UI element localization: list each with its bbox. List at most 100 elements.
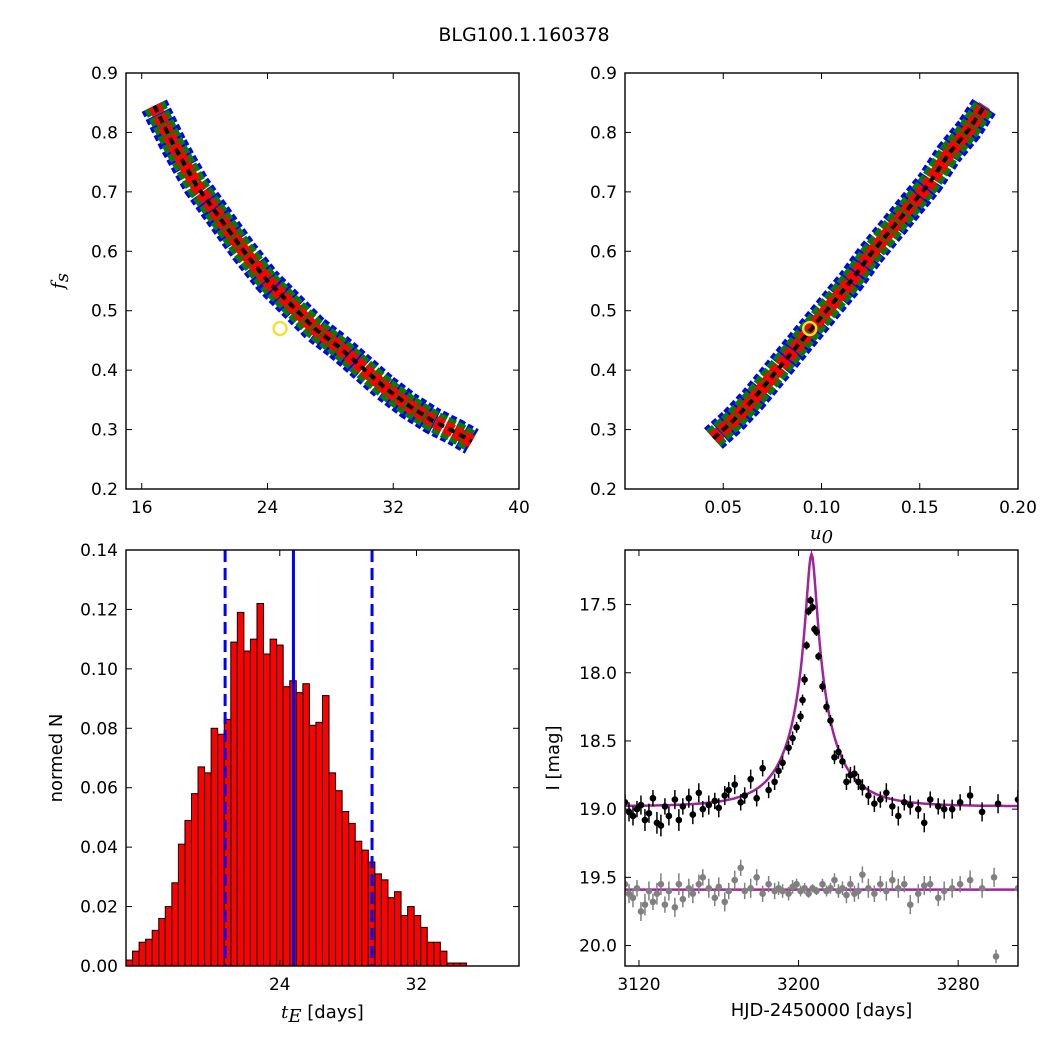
y-tick-label: 0.9 [590, 64, 617, 84]
histogram-bar [308, 724, 317, 966]
residual-point [793, 880, 800, 888]
axes-frame [624, 549, 1019, 967]
x-tick-label: 32 [382, 498, 404, 518]
histogram-bar [145, 938, 153, 966]
data-point [815, 653, 822, 660]
histogram [126, 550, 468, 966]
residual-point [926, 880, 934, 888]
data-point [865, 792, 872, 799]
residual-point [641, 901, 649, 908]
histogram-bar [282, 686, 291, 966]
residual-point [940, 887, 948, 895]
data-point [920, 819, 928, 827]
histogram-bar [190, 793, 199, 966]
residual-point [871, 890, 878, 898]
data-point [665, 812, 673, 820]
residual-point [695, 880, 703, 888]
y-tick-label: 0.5 [91, 302, 118, 322]
residual-point [671, 904, 679, 911]
residual-point [920, 882, 928, 889]
residual-point [765, 880, 772, 888]
y-tick-label: 0.00 [80, 957, 118, 977]
residual-point [934, 894, 942, 902]
residual-point [711, 894, 719, 902]
data-point [715, 804, 723, 812]
residual-point [906, 901, 914, 908]
data-point [771, 778, 778, 786]
residual-point [653, 890, 661, 898]
residual-point [843, 891, 850, 899]
x-tick-label: 40 [508, 498, 530, 518]
y-tick-label: 0.6 [91, 242, 118, 262]
data-point [978, 808, 986, 816]
data-point [940, 805, 948, 813]
residual-point [827, 884, 834, 892]
black-region [152, 104, 473, 444]
data-point [934, 803, 942, 810]
histogram-bar [243, 650, 251, 966]
x-tick-label: 0.10 [803, 498, 841, 518]
y-tick-label: 0.04 [80, 838, 118, 858]
data-point [966, 792, 974, 799]
residual-point [855, 887, 862, 895]
data-point [657, 822, 665, 829]
data-point [695, 789, 703, 797]
y-tick-label: 0.2 [91, 480, 118, 500]
histogram-bar [321, 695, 330, 966]
y-tick-label: 0.10 [80, 660, 118, 680]
data-point [956, 799, 964, 806]
residual-point [753, 874, 760, 881]
residual-point [978, 884, 986, 892]
data-point [711, 797, 719, 805]
density-map-fs-vs-te [141, 99, 479, 454]
histogram-bar [394, 891, 402, 966]
data-point [789, 734, 796, 742]
data-point [705, 801, 713, 809]
black-region [712, 104, 987, 440]
data-point [859, 784, 866, 791]
data-point [661, 803, 669, 810]
y-tick-label: 19.5 [579, 868, 617, 888]
data-point [883, 789, 890, 797]
histogram-bar [380, 879, 389, 966]
data-point [633, 805, 641, 813]
y-tick-label: 0.4 [91, 361, 118, 381]
data-point [785, 744, 792, 752]
residual-point [657, 880, 665, 888]
histogram-bar [407, 906, 415, 966]
residual-point [801, 884, 808, 892]
histogram-bar [341, 810, 350, 966]
data-point [699, 805, 707, 813]
y-tick-label: 0.8 [91, 123, 118, 143]
panel-fs-vs-te: 16 24 32 40 0.2 0.3 0.4 0.5 0.6 0.7 0.8 0.9 fs [48, 64, 530, 518]
data-point [625, 808, 633, 816]
data-point [741, 792, 748, 799]
residual-point [990, 874, 998, 881]
residual-point [637, 908, 645, 915]
histogram-bar [138, 941, 147, 966]
data-point [641, 816, 649, 824]
x-tick-label: 32 [406, 975, 428, 995]
histogram-bar [420, 926, 428, 966]
x-tick-label: 16 [131, 498, 153, 518]
residual-point [715, 883, 723, 891]
residual-point [895, 884, 902, 892]
y-tick-label: 18.0 [579, 664, 617, 684]
data-point [679, 803, 687, 810]
data-point [685, 794, 693, 802]
histogram-bar [171, 882, 179, 966]
data-point [914, 805, 922, 813]
residual-point [859, 871, 866, 878]
residual-point [625, 890, 633, 898]
residual-point [661, 901, 669, 908]
residual-point [847, 880, 854, 888]
x-axis-label: HJD-2450000 [days] [731, 1000, 913, 1021]
y-tick-label: 0.7 [590, 183, 617, 203]
histogram-bar [249, 638, 258, 966]
residual-point [633, 884, 641, 892]
histogram-bar [151, 929, 160, 966]
histogram-bar [210, 727, 219, 966]
x-tick-label: 0.05 [704, 498, 742, 518]
residual-point [1014, 884, 1018, 892]
